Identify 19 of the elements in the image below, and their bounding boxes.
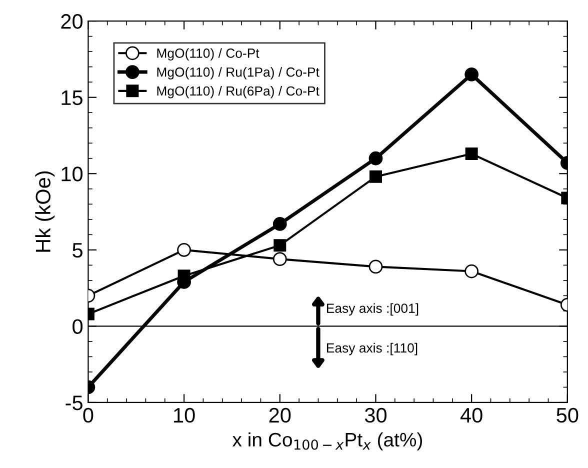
annotation: Easy axis :[110]: [326, 342, 418, 356]
x-tick-label: 20: [269, 408, 291, 423]
x-tick-label: 10: [174, 408, 195, 423]
y-tick-label: 15: [62, 90, 82, 106]
x-axis-title: x in Co$_{100−x}$Pt$_{x}$ (at%): [232, 432, 422, 450]
y-tick-label: 0: [72, 319, 83, 334]
y-axis-title: Hk (kOe): [35, 171, 55, 252]
x-tick-label: 0: [83, 408, 94, 423]
x-tick-label: 40: [460, 408, 482, 423]
y-tick-label: 20: [61, 14, 83, 29]
x-tick-label: 30: [364, 408, 387, 423]
x-tick-label: 50: [556, 408, 578, 423]
legend-label: MgO(110) / Ru(6Pa) / Co-Pt: [157, 86, 320, 98]
y-tick-label: 10: [62, 166, 83, 182]
legend-label: MgO(110) / Ru(1Pa) / Co-Pt: [157, 67, 320, 80]
legend-label: MgO(110) / Co-Pt: [157, 48, 260, 60]
y-tick-label: 5: [72, 243, 82, 258]
annotation: Easy axis :[001]: [326, 303, 418, 316]
y-tick-label: -5: [66, 396, 82, 410]
